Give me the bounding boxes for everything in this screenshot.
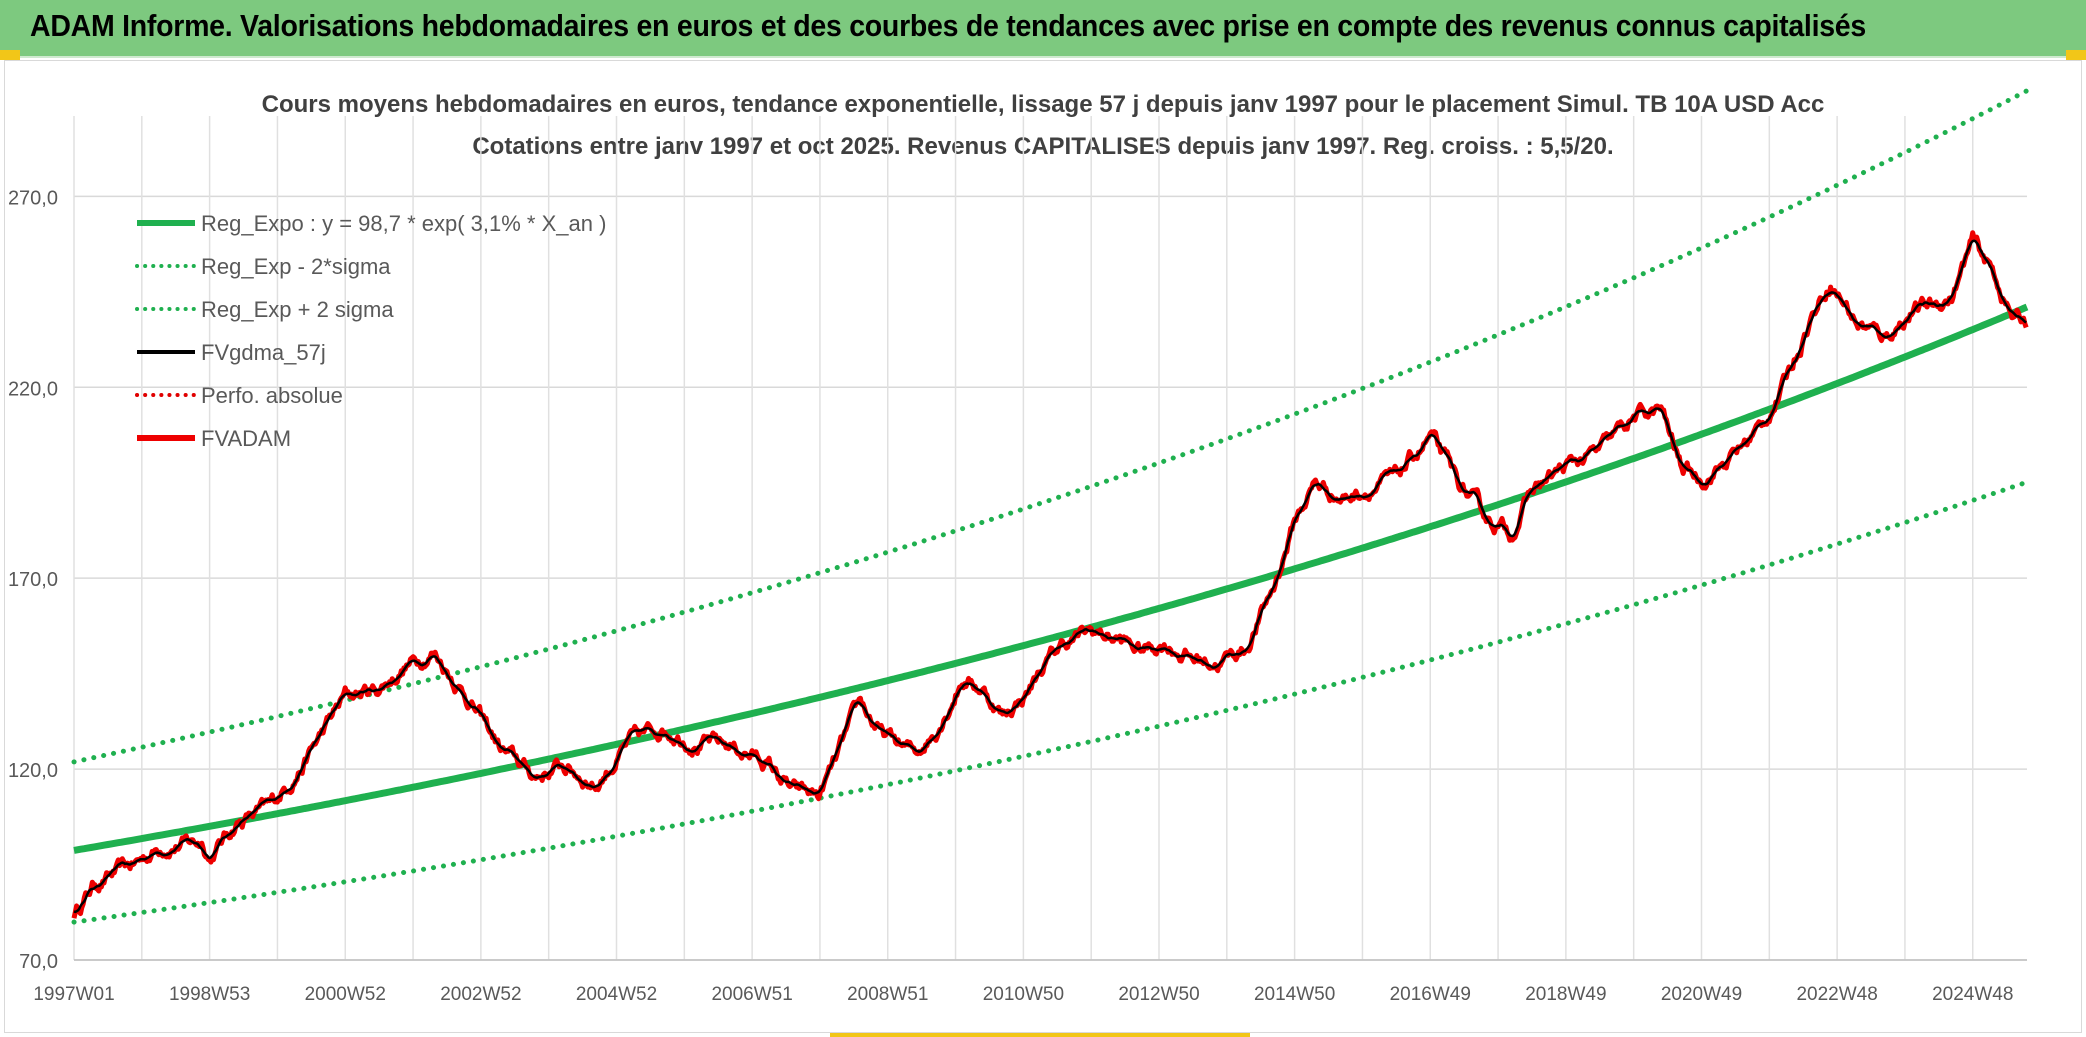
series-fvgdma-57j bbox=[73, 239, 2027, 914]
axes: 70,0 120,0 170,0 220,0 270,0 1997W01 1998W53 20… bbox=[8, 187, 2027, 1005]
series-reg-exp-plus-2sigma bbox=[71, 88, 2030, 765]
x-tick-label: 2004W52 bbox=[576, 984, 657, 1005]
legend-label: FVgdma_57j bbox=[201, 340, 326, 365]
series-reg-expo bbox=[73, 303, 2029, 854]
grid bbox=[73, 116, 2027, 961]
x-tick-label: 2022W48 bbox=[1796, 984, 1877, 1005]
chart-title: Cours moyens hebdomadaires en euros, ten… bbox=[262, 91, 1825, 118]
page-title: ADAM Informe. Valorisations hebdomadaire… bbox=[30, 8, 1866, 43]
bottom-accent-bar bbox=[830, 1033, 1250, 1037]
x-tick-label: 2018W49 bbox=[1525, 984, 1606, 1005]
plot-area bbox=[71, 88, 2030, 925]
y-tick-label: 120,0 bbox=[8, 760, 58, 782]
legend-label: Reg_Exp - 2*sigma bbox=[201, 254, 391, 279]
x-tick-label: 2016W49 bbox=[1390, 984, 1471, 1005]
legend-label: FVADAM bbox=[201, 426, 291, 451]
x-tick-label: 2012W50 bbox=[1118, 984, 1199, 1005]
legend-label: Perfo. absolue bbox=[201, 383, 343, 408]
x-tick-label: 1998W53 bbox=[169, 984, 250, 1005]
x-tick-label: 2024W48 bbox=[1932, 984, 2013, 1005]
x-tick-label: 2002W52 bbox=[440, 984, 521, 1005]
y-tick-label: 270,0 bbox=[8, 187, 58, 209]
banner-accent-left bbox=[0, 50, 20, 60]
x-tick-label: 2020W49 bbox=[1661, 984, 1742, 1005]
x-tick-label: 2008W51 bbox=[847, 984, 928, 1005]
y-tick-label: 170,0 bbox=[8, 569, 58, 591]
header-banner: ADAM Informe. Valorisations hebdomadaire… bbox=[0, 0, 2086, 58]
series-reg-exp-minus-2sigma bbox=[71, 479, 2030, 925]
banner-accent-right bbox=[2066, 50, 2086, 60]
y-tick-label: 220,0 bbox=[8, 378, 58, 400]
x-tick-label: 2010W50 bbox=[983, 984, 1064, 1005]
legend: Reg_Expo : y = 98,7 * exp( 3,1% * X_an )… bbox=[135, 211, 606, 451]
x-tick-label: 2000W52 bbox=[305, 984, 386, 1005]
x-tick-label: 1997W01 bbox=[33, 984, 114, 1005]
legend-label: Reg_Expo : y = 98,7 * exp( 3,1% * X_an ) bbox=[201, 211, 606, 236]
x-tick-label: 2006W51 bbox=[711, 984, 792, 1005]
chart-subtitle: Cotations entre janv 1997 et oct 2025. R… bbox=[472, 133, 1613, 160]
chart-frame bbox=[4, 60, 2082, 1033]
x-tick-label: 2014W50 bbox=[1254, 984, 1335, 1005]
legend-label: Reg_Exp + 2 sigma bbox=[201, 297, 394, 322]
y-tick-label: 70,0 bbox=[19, 951, 58, 973]
